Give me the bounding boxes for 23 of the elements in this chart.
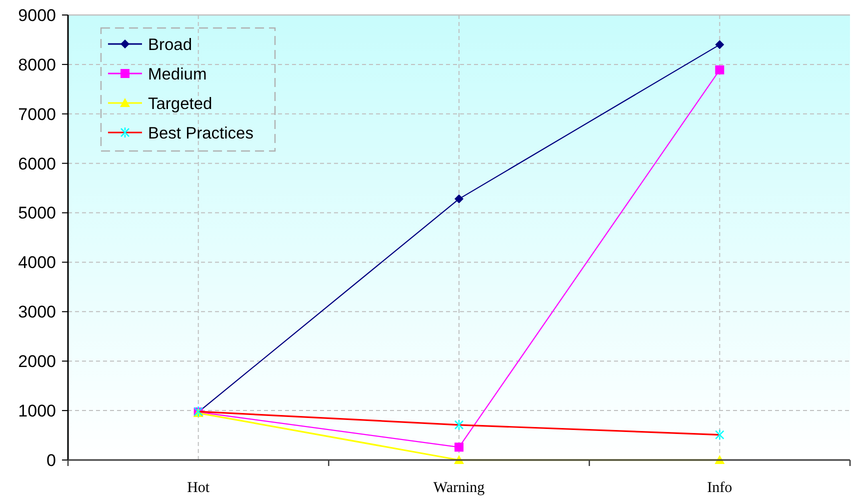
y-tick-label: 5000 — [18, 204, 56, 223]
y-tick-label: 0 — [46, 450, 56, 470]
y-tick-label: 8000 — [18, 55, 56, 74]
y-tick-label: 7000 — [18, 104, 56, 124]
x-tick-label: Info — [707, 480, 732, 496]
y-tick-label: 6000 — [18, 154, 56, 174]
point — [715, 429, 724, 440]
y-tick-label: 3000 — [18, 302, 56, 322]
point — [454, 442, 464, 452]
legend-label: Targeted — [148, 94, 212, 113]
legend-label: Medium — [148, 65, 207, 84]
point — [454, 419, 464, 431]
x-tick-label: Warning — [433, 480, 486, 496]
legend-label: Best Practices — [148, 124, 254, 142]
x-tick-label: Hot — [187, 480, 210, 496]
y-tick-label: 4000 — [18, 253, 56, 272]
y-tick-label: 1000 — [18, 402, 56, 421]
point — [715, 40, 724, 50]
y-tick-label: 2000 — [18, 352, 56, 372]
legend-label: Broad — [148, 36, 192, 54]
y-tick-label: 9000 — [18, 6, 56, 25]
point — [454, 194, 464, 204]
point — [715, 65, 724, 74]
